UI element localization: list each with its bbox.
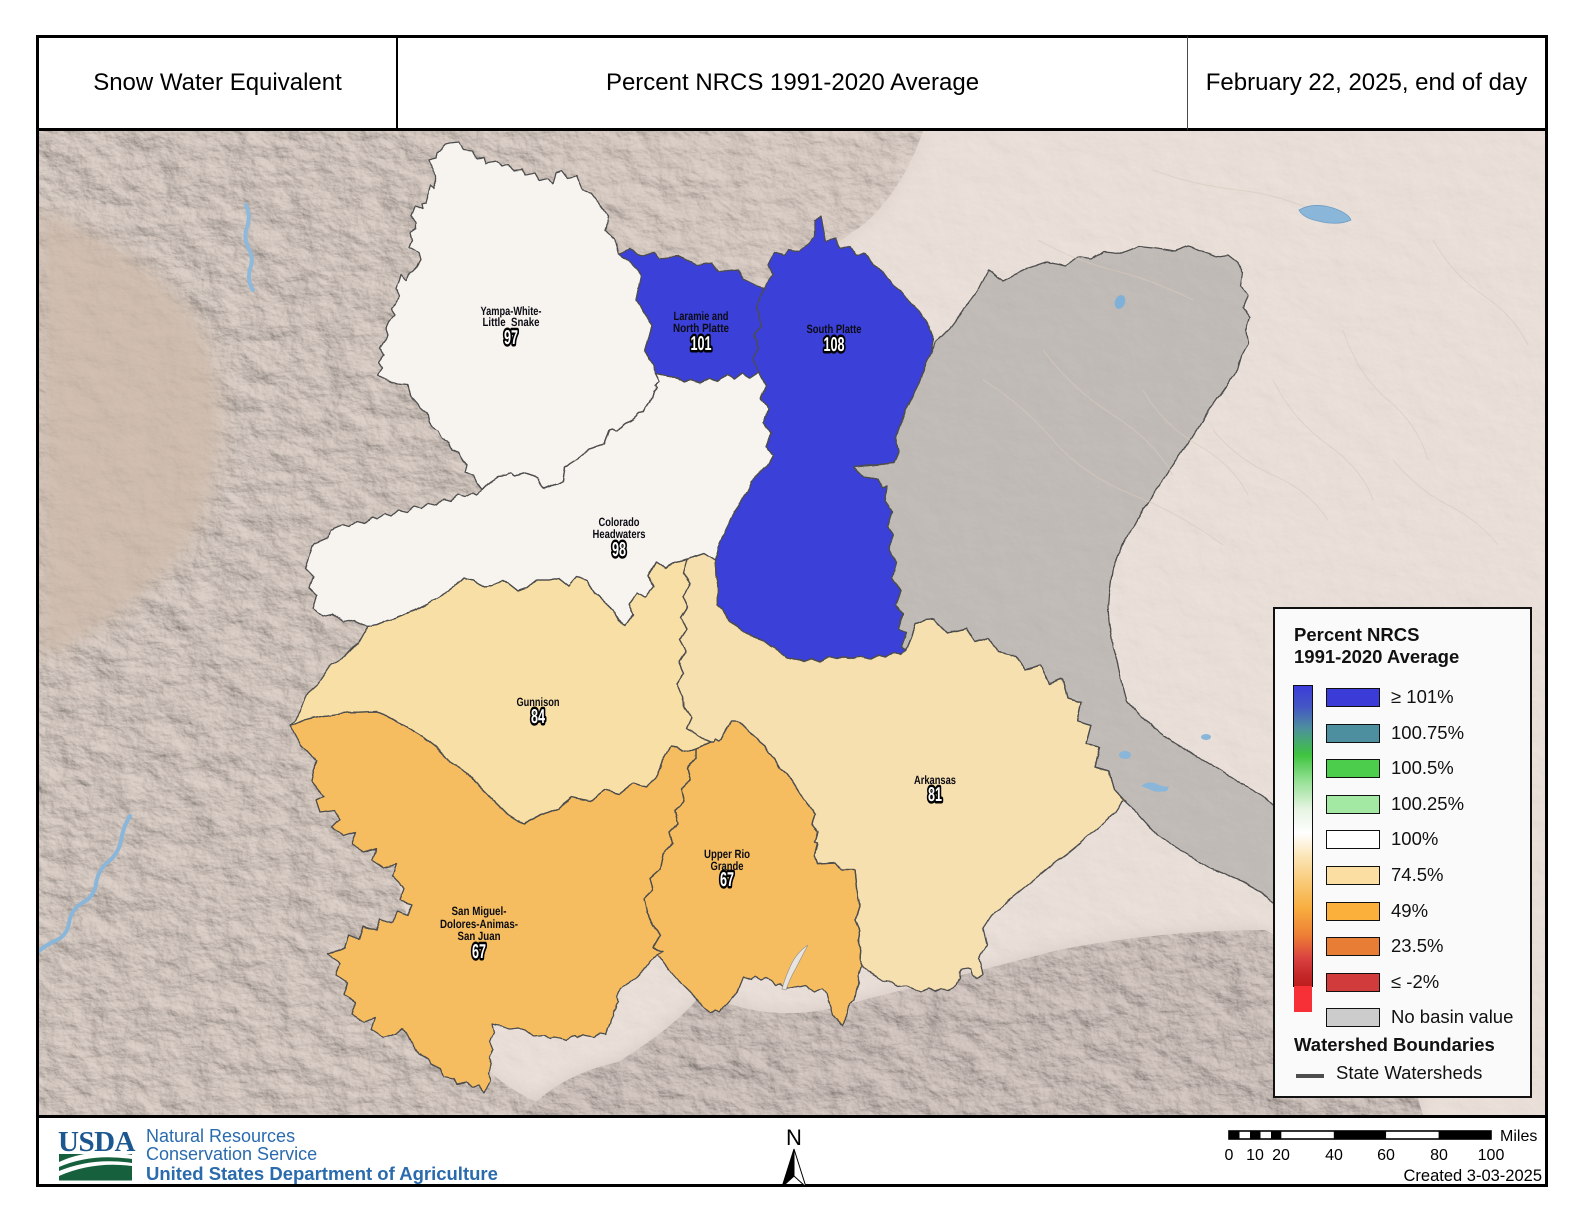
- svg-text:60: 60: [1377, 1147, 1395, 1164]
- svg-text:United States Department of Ag: United States Department of Agriculture: [146, 1163, 498, 1184]
- svg-text:Dolores-Animas-: Dolores-Animas-: [440, 917, 518, 931]
- svg-text:Gunnison: Gunnison: [517, 695, 560, 709]
- svg-text:Miles: Miles: [1500, 1128, 1537, 1145]
- svg-text:Arkansas: Arkansas: [914, 773, 956, 787]
- svg-text:San Juan: San Juan: [458, 929, 501, 943]
- svg-text:67: 67: [472, 941, 486, 963]
- svg-text:0: 0: [1225, 1147, 1234, 1164]
- svg-text:Yampa-White-: Yampa-White-: [481, 304, 542, 318]
- svg-text:81: 81: [928, 784, 942, 806]
- svg-text:20: 20: [1272, 1147, 1290, 1164]
- svg-text:Little Snake: Little Snake: [483, 315, 540, 329]
- svg-text:84: 84: [531, 706, 546, 728]
- svg-text:Conservation Service: Conservation Service: [146, 1144, 317, 1164]
- svg-text:Upper Rio: Upper Rio: [704, 847, 750, 861]
- svg-text:Natural Resources: Natural Resources: [146, 1126, 295, 1146]
- svg-text:N: N: [786, 1125, 802, 1150]
- svg-text:100: 100: [1478, 1147, 1505, 1164]
- svg-text:101: 101: [691, 333, 712, 355]
- svg-text:Grande: Grande: [711, 859, 744, 873]
- svg-text:South Platte: South Platte: [807, 322, 862, 336]
- svg-text:North Platte: North Platte: [673, 321, 729, 335]
- svg-text:Colorado: Colorado: [599, 515, 640, 529]
- svg-text:80: 80: [1430, 1147, 1448, 1164]
- svg-text:Created 3-03-2025: Created 3-03-2025: [1403, 1167, 1542, 1185]
- svg-text:67: 67: [720, 869, 734, 891]
- svg-text:98: 98: [612, 539, 626, 561]
- svg-text:Headwaters: Headwaters: [593, 527, 646, 541]
- svg-text:40: 40: [1325, 1147, 1343, 1164]
- svg-text:Laramie and: Laramie and: [674, 309, 729, 323]
- svg-text:San Miguel-: San Miguel-: [452, 904, 507, 918]
- svg-text:108: 108: [824, 334, 845, 356]
- svg-text:10: 10: [1246, 1147, 1264, 1164]
- svg-text:97: 97: [504, 327, 518, 349]
